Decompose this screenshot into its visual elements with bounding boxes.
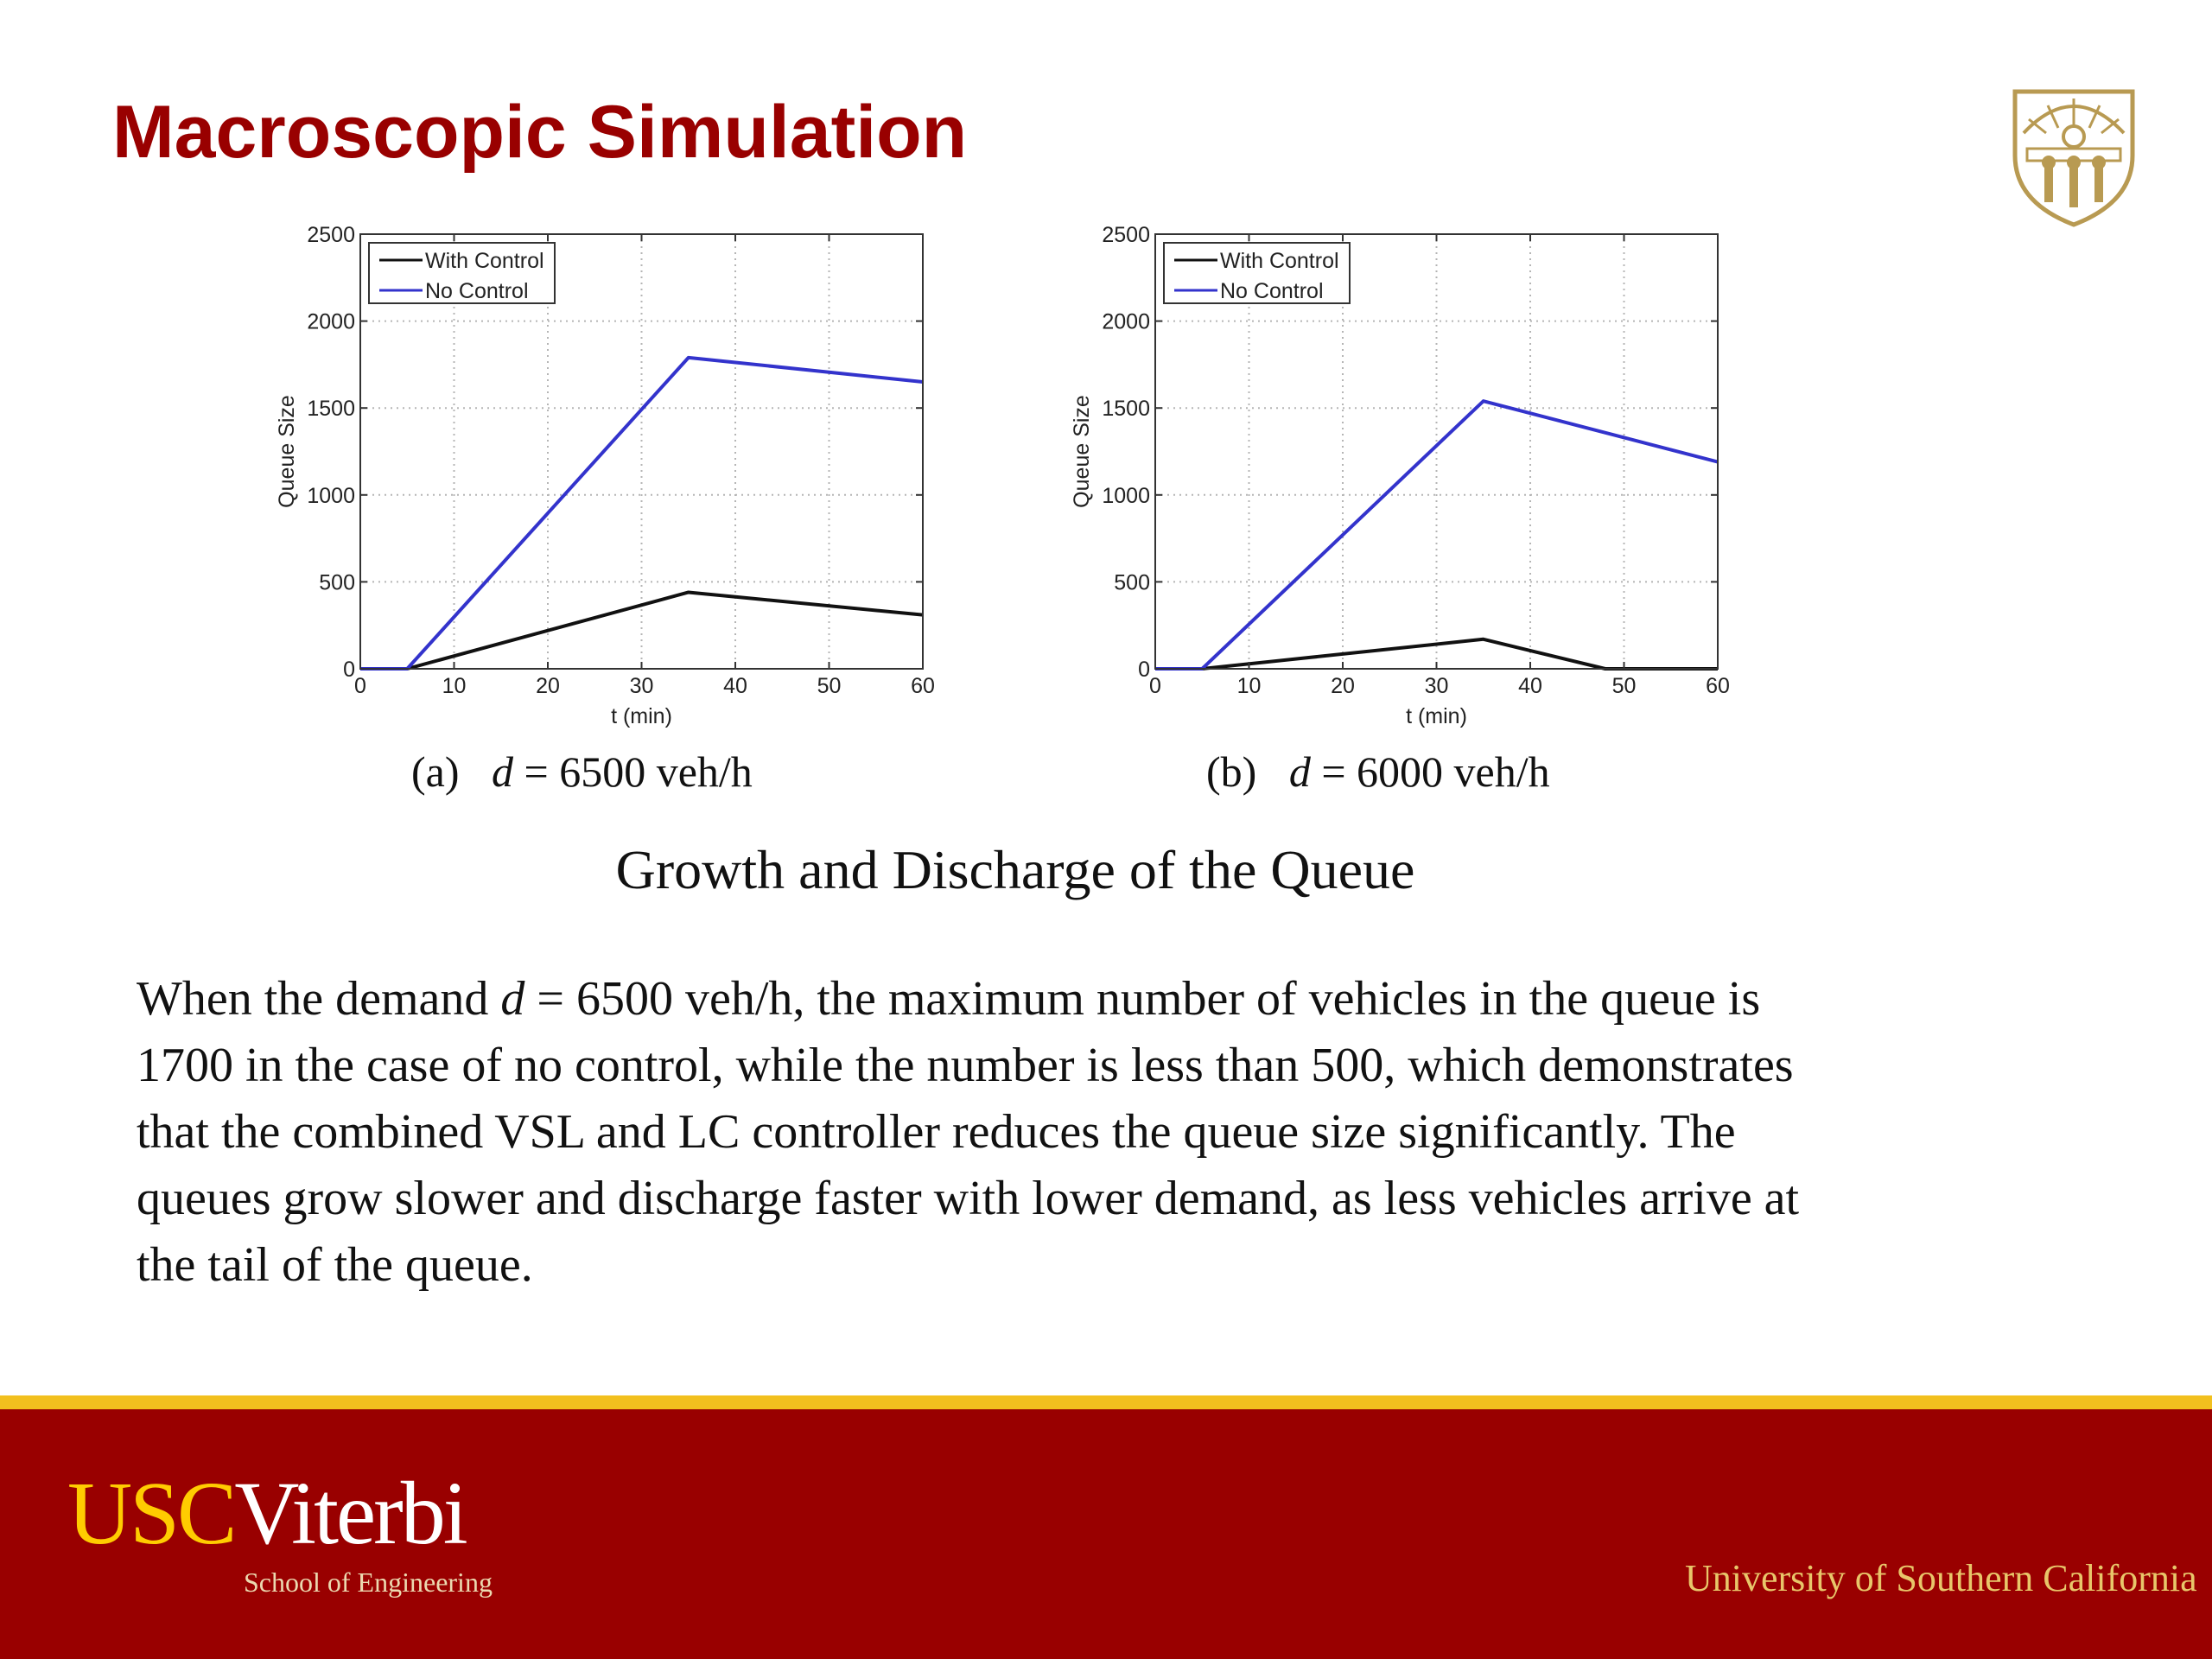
legend-label: No Control [1220, 279, 1324, 303]
y-axis-label: Queue Size [1070, 395, 1094, 508]
x-tick-label: 0 [354, 674, 366, 698]
body-line-2: 1700 in the case of no control, while th… [137, 1039, 1794, 1092]
chart-b: 0 10 20 30 40 50 60 0 500 1000 1500 2000 2500 t (min)… [1070, 223, 1730, 728]
x-tick-label: 0 [1149, 674, 1161, 698]
caption-a-var: d [492, 747, 513, 796]
x-tick-label: 50 [1612, 674, 1637, 698]
footer-bar [0, 1409, 2212, 1659]
x-axis-label: t (min) [611, 704, 672, 728]
y-tick-label: 1500 [307, 397, 355, 421]
body-line-3: that the combined VSL and LC controller … [137, 1105, 1736, 1159]
caption-b-tag: (b) [1206, 747, 1257, 796]
legend-box [1163, 242, 1351, 304]
y-tick-label: 1000 [1102, 484, 1150, 508]
x-tick-label: 10 [1237, 674, 1262, 698]
legend-label: With Control [425, 249, 544, 273]
caption-b-var: d [1288, 747, 1311, 796]
figure-title: Growth and Discharge of the Queue [615, 839, 1415, 900]
legend-label: No Control [425, 279, 529, 303]
y-tick-label: 2500 [1102, 223, 1150, 247]
caption-b-rest: = 6000 veh/h [1310, 747, 1550, 796]
y-tick-label: 2000 [307, 310, 355, 334]
plot-background [360, 234, 923, 669]
x-tick-label: 60 [911, 674, 935, 698]
y-tick-label: 2000 [1102, 310, 1150, 334]
x-tick-label: 30 [630, 674, 654, 698]
footer-stripe [0, 1395, 2212, 1409]
x-tick-label: 40 [1518, 674, 1542, 698]
caption-a-rest: = 6500 veh/h [513, 747, 753, 796]
x-tick-label: 40 [723, 674, 747, 698]
brand-viterbi: Viterbi [234, 1464, 467, 1563]
legend-label: With Control [1220, 249, 1339, 273]
y-axis-label: Queue Size [275, 395, 299, 508]
university-name: University of Southern California [1685, 1557, 2197, 1599]
y-tick-label: 0 [1138, 658, 1150, 682]
x-tick-label: 10 [442, 674, 467, 698]
x-tick-label: 20 [536, 674, 560, 698]
y-tick-label: 0 [343, 658, 355, 682]
slide-title: Macroscopic Simulation [112, 91, 968, 174]
y-tick-label: 500 [319, 570, 355, 594]
caption-b: (b) d = 6000 veh/h [1206, 750, 1550, 793]
y-tick-label: 1500 [1102, 397, 1150, 421]
y-tick-label: 500 [1114, 570, 1150, 594]
body-paragraph: When the demand d = 6500 veh/h, the maxi… [137, 966, 2115, 1299]
usc-viterbi-logo: USCViterbi [67, 1469, 468, 1559]
legend-box [368, 242, 556, 304]
caption-a-tag: (a) [411, 747, 460, 796]
x-tick-label: 50 [817, 674, 842, 698]
y-tick-label: 2500 [307, 223, 355, 247]
usc-seal-icon [2012, 89, 2135, 227]
brand-usc: USC [67, 1464, 237, 1563]
body-line-1: When the demand d = 6500 veh/h, the maxi… [137, 972, 1761, 1026]
chart-a: 0 10 20 30 40 50 60 0 500 1000 1500 2000 2500 t (min)… [275, 223, 935, 728]
body-line-4: queues grow slower and discharge faster … [137, 1172, 1800, 1225]
x-tick-label: 20 [1331, 674, 1355, 698]
x-tick-label: 30 [1425, 674, 1449, 698]
x-axis-label: t (min) [1406, 704, 1467, 728]
body-line-5: the tail of the queue. [137, 1238, 533, 1292]
caption-a: (a) d = 6500 veh/h [411, 750, 753, 793]
plot-background [1155, 234, 1718, 669]
x-tick-label: 60 [1706, 674, 1730, 698]
school-name: School of Engineering [244, 1567, 493, 1598]
y-tick-label: 1000 [307, 484, 355, 508]
